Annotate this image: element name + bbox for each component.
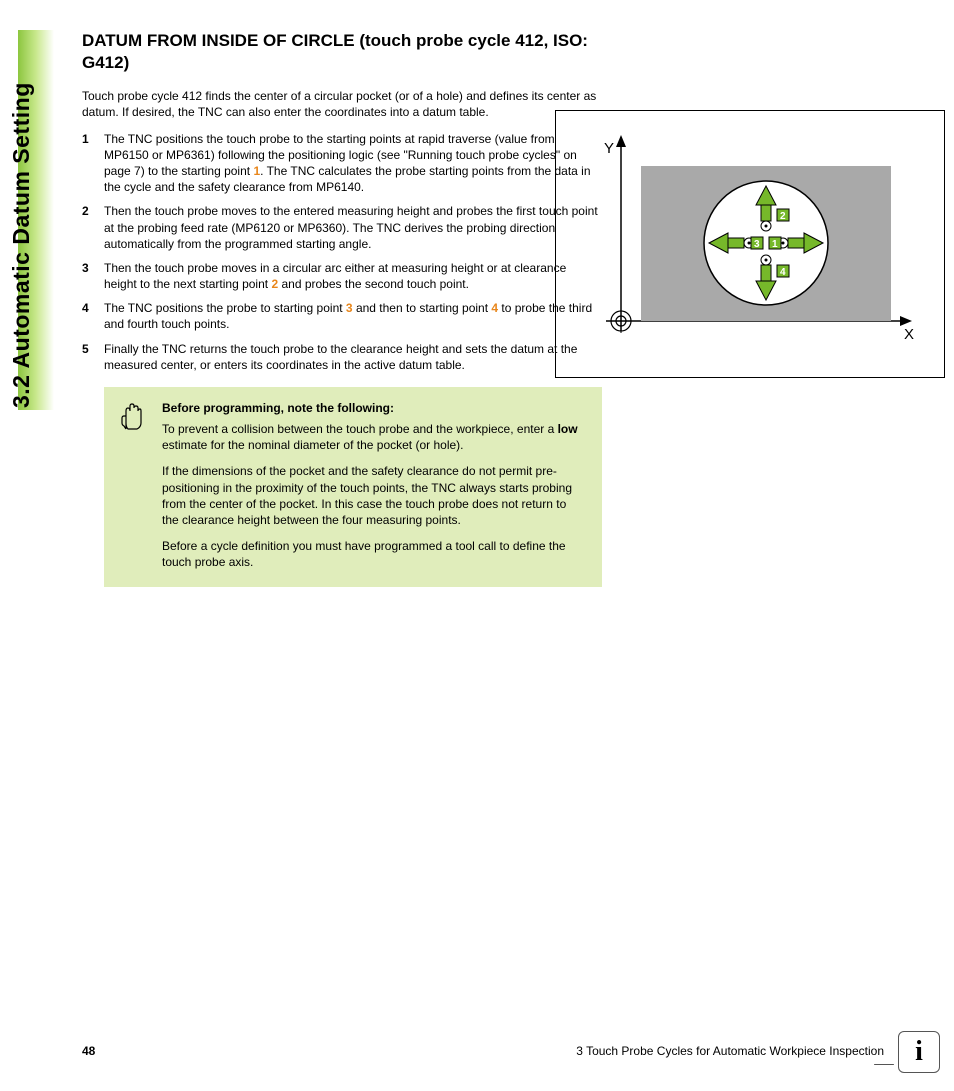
svg-text:4: 4 [780, 267, 786, 278]
step-item: 3 Then the touch probe moves in a circul… [82, 260, 602, 292]
note-paragraph: Before a cycle definition you must have … [162, 538, 584, 570]
hand-icon [118, 401, 144, 438]
intro-paragraph: Touch probe cycle 412 finds the center o… [82, 88, 602, 120]
footer-connector [874, 1064, 894, 1066]
step-item: 1 The TNC positions the touch probe to t… [82, 131, 602, 196]
svg-text:3: 3 [754, 239, 760, 250]
page-number: 48 [82, 1044, 95, 1058]
chapter-title: 3 Touch Probe Cycles for Automatic Workp… [576, 1044, 884, 1058]
step-text: Then the touch probe moves in a circular… [104, 260, 602, 292]
step-text: Finally the TNC returns the touch probe … [104, 341, 602, 373]
step-number: 4 [82, 300, 104, 332]
step-number: 2 [82, 203, 104, 252]
step-number: 3 [82, 260, 104, 292]
step-text: The TNC positions the probe to starting … [104, 300, 602, 332]
y-axis-label: Y [604, 140, 614, 157]
main-content: DATUM FROM INSIDE OF CIRCLE (touch probe… [82, 30, 602, 587]
page-title: DATUM FROM INSIDE OF CIRCLE (touch probe… [82, 30, 602, 74]
step-item: 2 Then the touch probe moves to the ente… [82, 203, 602, 252]
step-number: 1 [82, 131, 104, 196]
step-text: The TNC positions the touch probe to the… [104, 131, 602, 196]
note-paragraph: To prevent a collision between the touch… [162, 421, 584, 453]
steps-list: 1 The TNC positions the touch probe to t… [82, 131, 602, 373]
section-label: 3.2 Automatic Datum Setting [8, 82, 35, 408]
step-text: Then the touch probe moves to the entere… [104, 203, 602, 252]
svg-text:2: 2 [780, 211, 786, 222]
x-axis-label: X [904, 326, 914, 343]
note-box: Before programming, note the following: … [104, 387, 602, 587]
step-item: 4 The TNC positions the probe to startin… [82, 300, 602, 332]
svg-text:1: 1 [772, 239, 778, 250]
step-number: 5 [82, 341, 104, 373]
note-paragraph: If the dimensions of the pocket and the … [162, 463, 584, 528]
note-title: Before programming, note the following: [162, 401, 584, 415]
cycle-diagram: Y X [555, 110, 945, 378]
step-item: 5 Finally the TNC returns the touch prob… [82, 341, 602, 373]
info-icon: i [898, 1031, 940, 1073]
